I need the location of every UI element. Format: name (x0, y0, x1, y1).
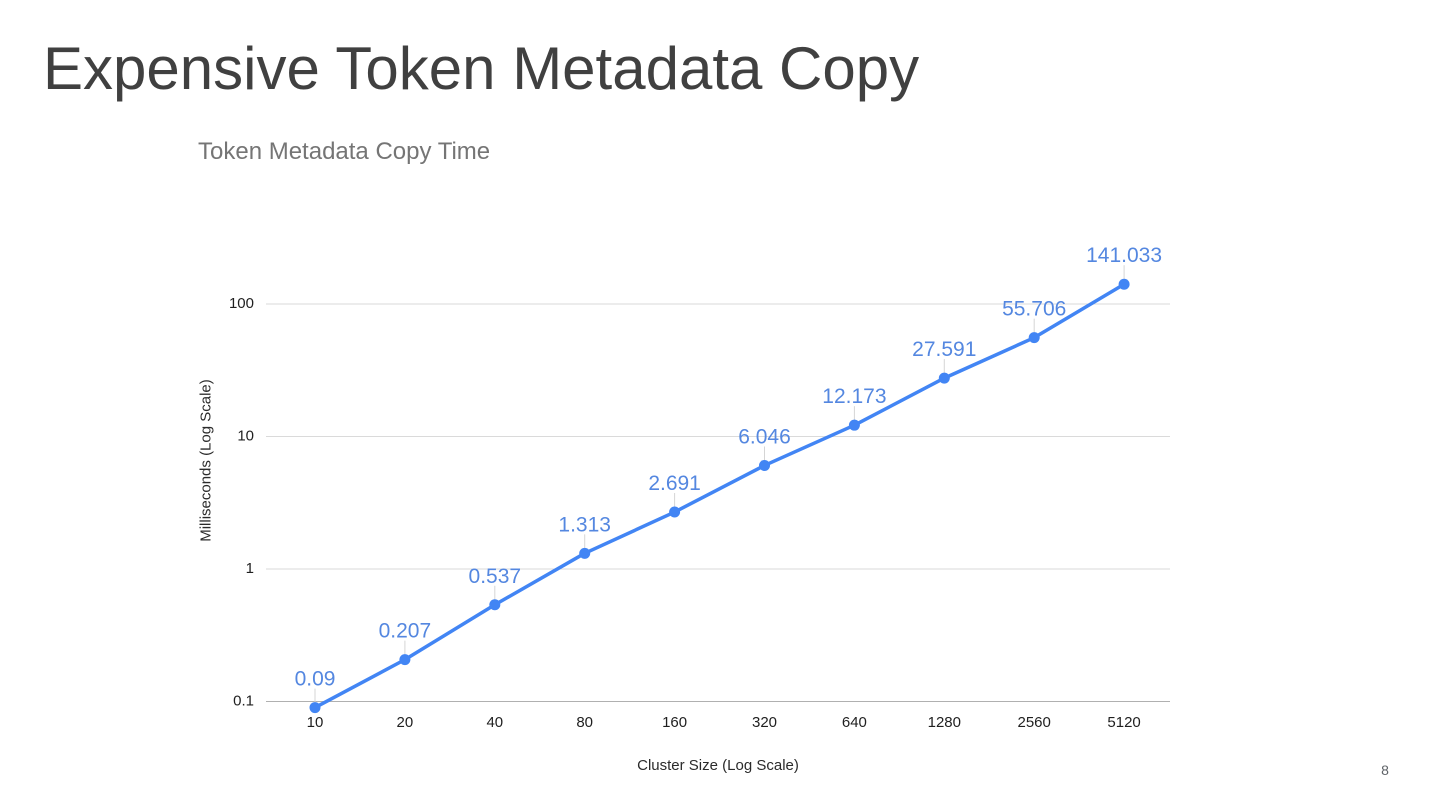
data-label: 6.046 (738, 425, 791, 448)
y-tick-label: 100 (229, 295, 254, 312)
data-point (1118, 278, 1130, 290)
data-label: 141.033 (1086, 244, 1162, 267)
x-tick-label: 5120 (1107, 714, 1140, 731)
y-tick-label: 10 (237, 427, 254, 444)
y-tick-label: 1 (246, 560, 254, 577)
x-tick-label: 1280 (928, 714, 961, 731)
data-label: 2.691 (648, 472, 701, 495)
page-number: 8 (1381, 762, 1389, 778)
data-point (759, 459, 770, 471)
series-line (313, 282, 1126, 710)
slide-title: Expensive Token Metadata Copy (43, 35, 920, 102)
data-point (399, 654, 411, 666)
x-tick-label: 20 (397, 714, 414, 731)
data-point (848, 419, 860, 431)
data-point (1028, 332, 1040, 344)
data-label: 0.537 (469, 565, 522, 588)
data-point (669, 506, 681, 518)
data-label: 27.591 (912, 338, 976, 361)
x-tick-label: 320 (752, 714, 777, 731)
data-point (309, 702, 321, 714)
x-tick-label: 40 (486, 714, 503, 731)
x-tick-label: 80 (576, 714, 593, 731)
chart-title: Token Metadata Copy Time (198, 138, 491, 165)
x-tick-label: 10 (307, 714, 324, 731)
data-label: 0.09 (295, 668, 336, 691)
x-tick-label: 160 (662, 714, 687, 731)
data-point (938, 372, 950, 384)
x-tick-label: 2560 (1018, 714, 1051, 731)
data-point (489, 599, 501, 611)
y-axis-title: Milliseconds (Log Scale) (197, 379, 215, 542)
data-label: 12.173 (822, 385, 886, 408)
data-point (579, 547, 591, 559)
data-label: 0.207 (379, 620, 432, 643)
y-tick-label: 0.1 (233, 692, 254, 709)
data-label: 55.706 (1002, 298, 1066, 321)
x-axis-title: Cluster Size (Log Scale) (637, 757, 799, 774)
data-label: 1.313 (558, 513, 611, 536)
x-tick-label: 640 (842, 714, 867, 731)
